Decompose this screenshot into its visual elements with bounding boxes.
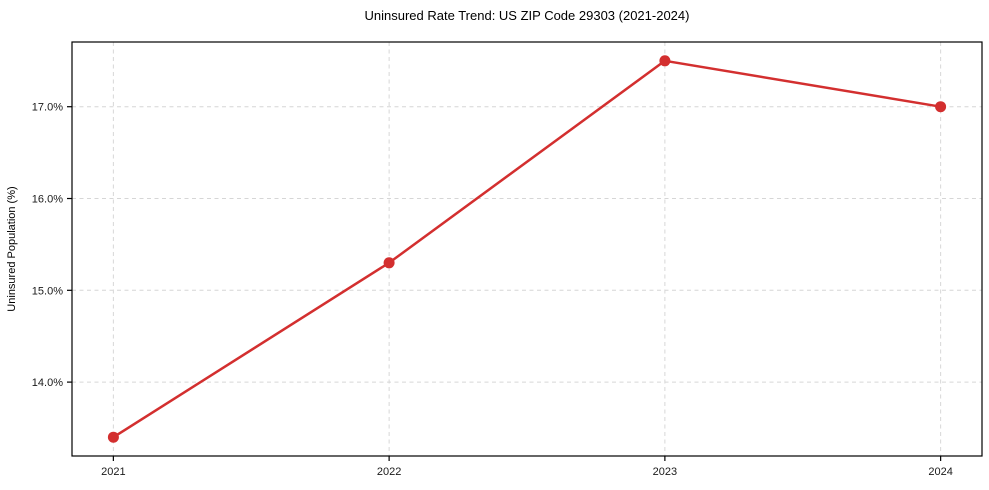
x-tick-label: 2021 [101,466,125,478]
y-tick-label: 17.0% [32,102,63,114]
chart-title: Uninsured Rate Trend: US ZIP Code 29303 … [364,8,690,23]
data-point [659,55,671,67]
y-tick-label: 16.0% [32,194,63,206]
data-point [935,101,947,113]
data-point [107,431,119,443]
y-tick-label: 14.0% [32,377,63,389]
trend-line [112,59,942,439]
x-tick-label: 2022 [377,466,401,478]
x-tick-label: 2023 [653,466,677,478]
y-axis-label: Uninsured Population (%) [6,186,18,312]
plot-border [71,41,983,457]
data-point [383,257,395,269]
x-tick-label: 2024 [928,466,952,478]
y-tick-label: 15.0% [32,285,63,297]
